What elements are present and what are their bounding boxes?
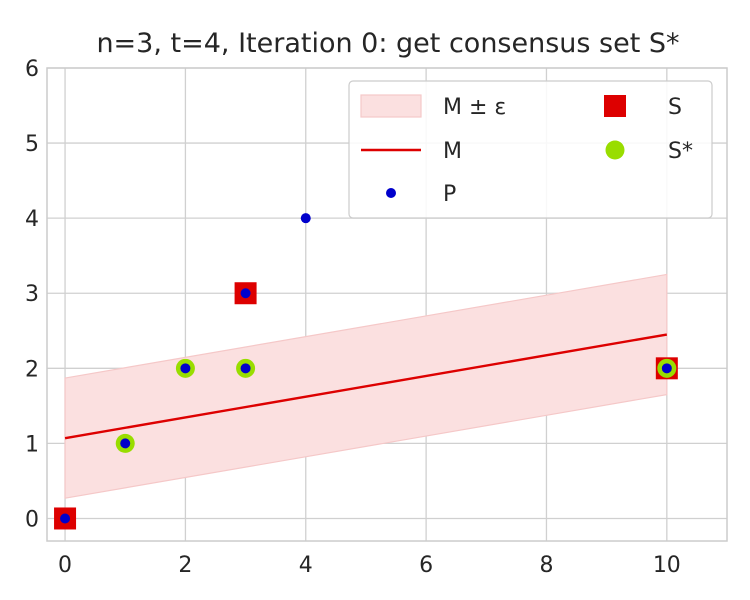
- point-p: [120, 438, 131, 449]
- legend-swatch-circle: [605, 140, 625, 160]
- legend-label: P: [443, 182, 456, 207]
- x-tick-label: 2: [178, 553, 192, 578]
- legend-label: S: [668, 95, 682, 120]
- y-tick-label: 2: [25, 357, 39, 382]
- x-tick-label: 0: [58, 553, 72, 578]
- plot-frame: [46, 67, 728, 542]
- x-tick-label: 4: [299, 553, 313, 578]
- legend-label: M: [443, 139, 462, 164]
- model-line: [64, 333, 668, 440]
- y-tick-label: 6: [25, 57, 39, 82]
- legend-label: M ± ε: [443, 95, 506, 120]
- legend: M ± ε MP S S*: [348, 80, 713, 219]
- legend-swatch-dot: [386, 188, 396, 198]
- y-tick-label: 1: [25, 432, 39, 457]
- model-line-m: [64, 333, 668, 440]
- x-tick-label: 6: [419, 553, 433, 578]
- y-tick-label: 5: [25, 132, 39, 157]
- point-p: [661, 363, 672, 374]
- y-tick-label: 0: [25, 507, 39, 532]
- point-p: [60, 513, 71, 524]
- legend-swatch-band: [360, 94, 422, 118]
- legend-swatch-square: [604, 95, 626, 117]
- y-tick-label: 3: [25, 282, 39, 307]
- data-points: [54, 213, 678, 530]
- point-p: [180, 363, 191, 374]
- tick-labels: 0 2 4 6 8 10 0 1 2 3 4 5 6: [25, 57, 681, 578]
- y-tick-label: 4: [25, 207, 39, 232]
- x-tick-label: 8: [539, 553, 553, 578]
- point-p: [300, 213, 311, 224]
- point-p: [240, 288, 251, 299]
- legend-label: S*: [668, 139, 693, 164]
- point-p: [240, 363, 251, 374]
- chart-title: n=3, t=4, Iteration 0: get consensus set…: [96, 28, 679, 59]
- x-tick-label: 10: [653, 553, 681, 578]
